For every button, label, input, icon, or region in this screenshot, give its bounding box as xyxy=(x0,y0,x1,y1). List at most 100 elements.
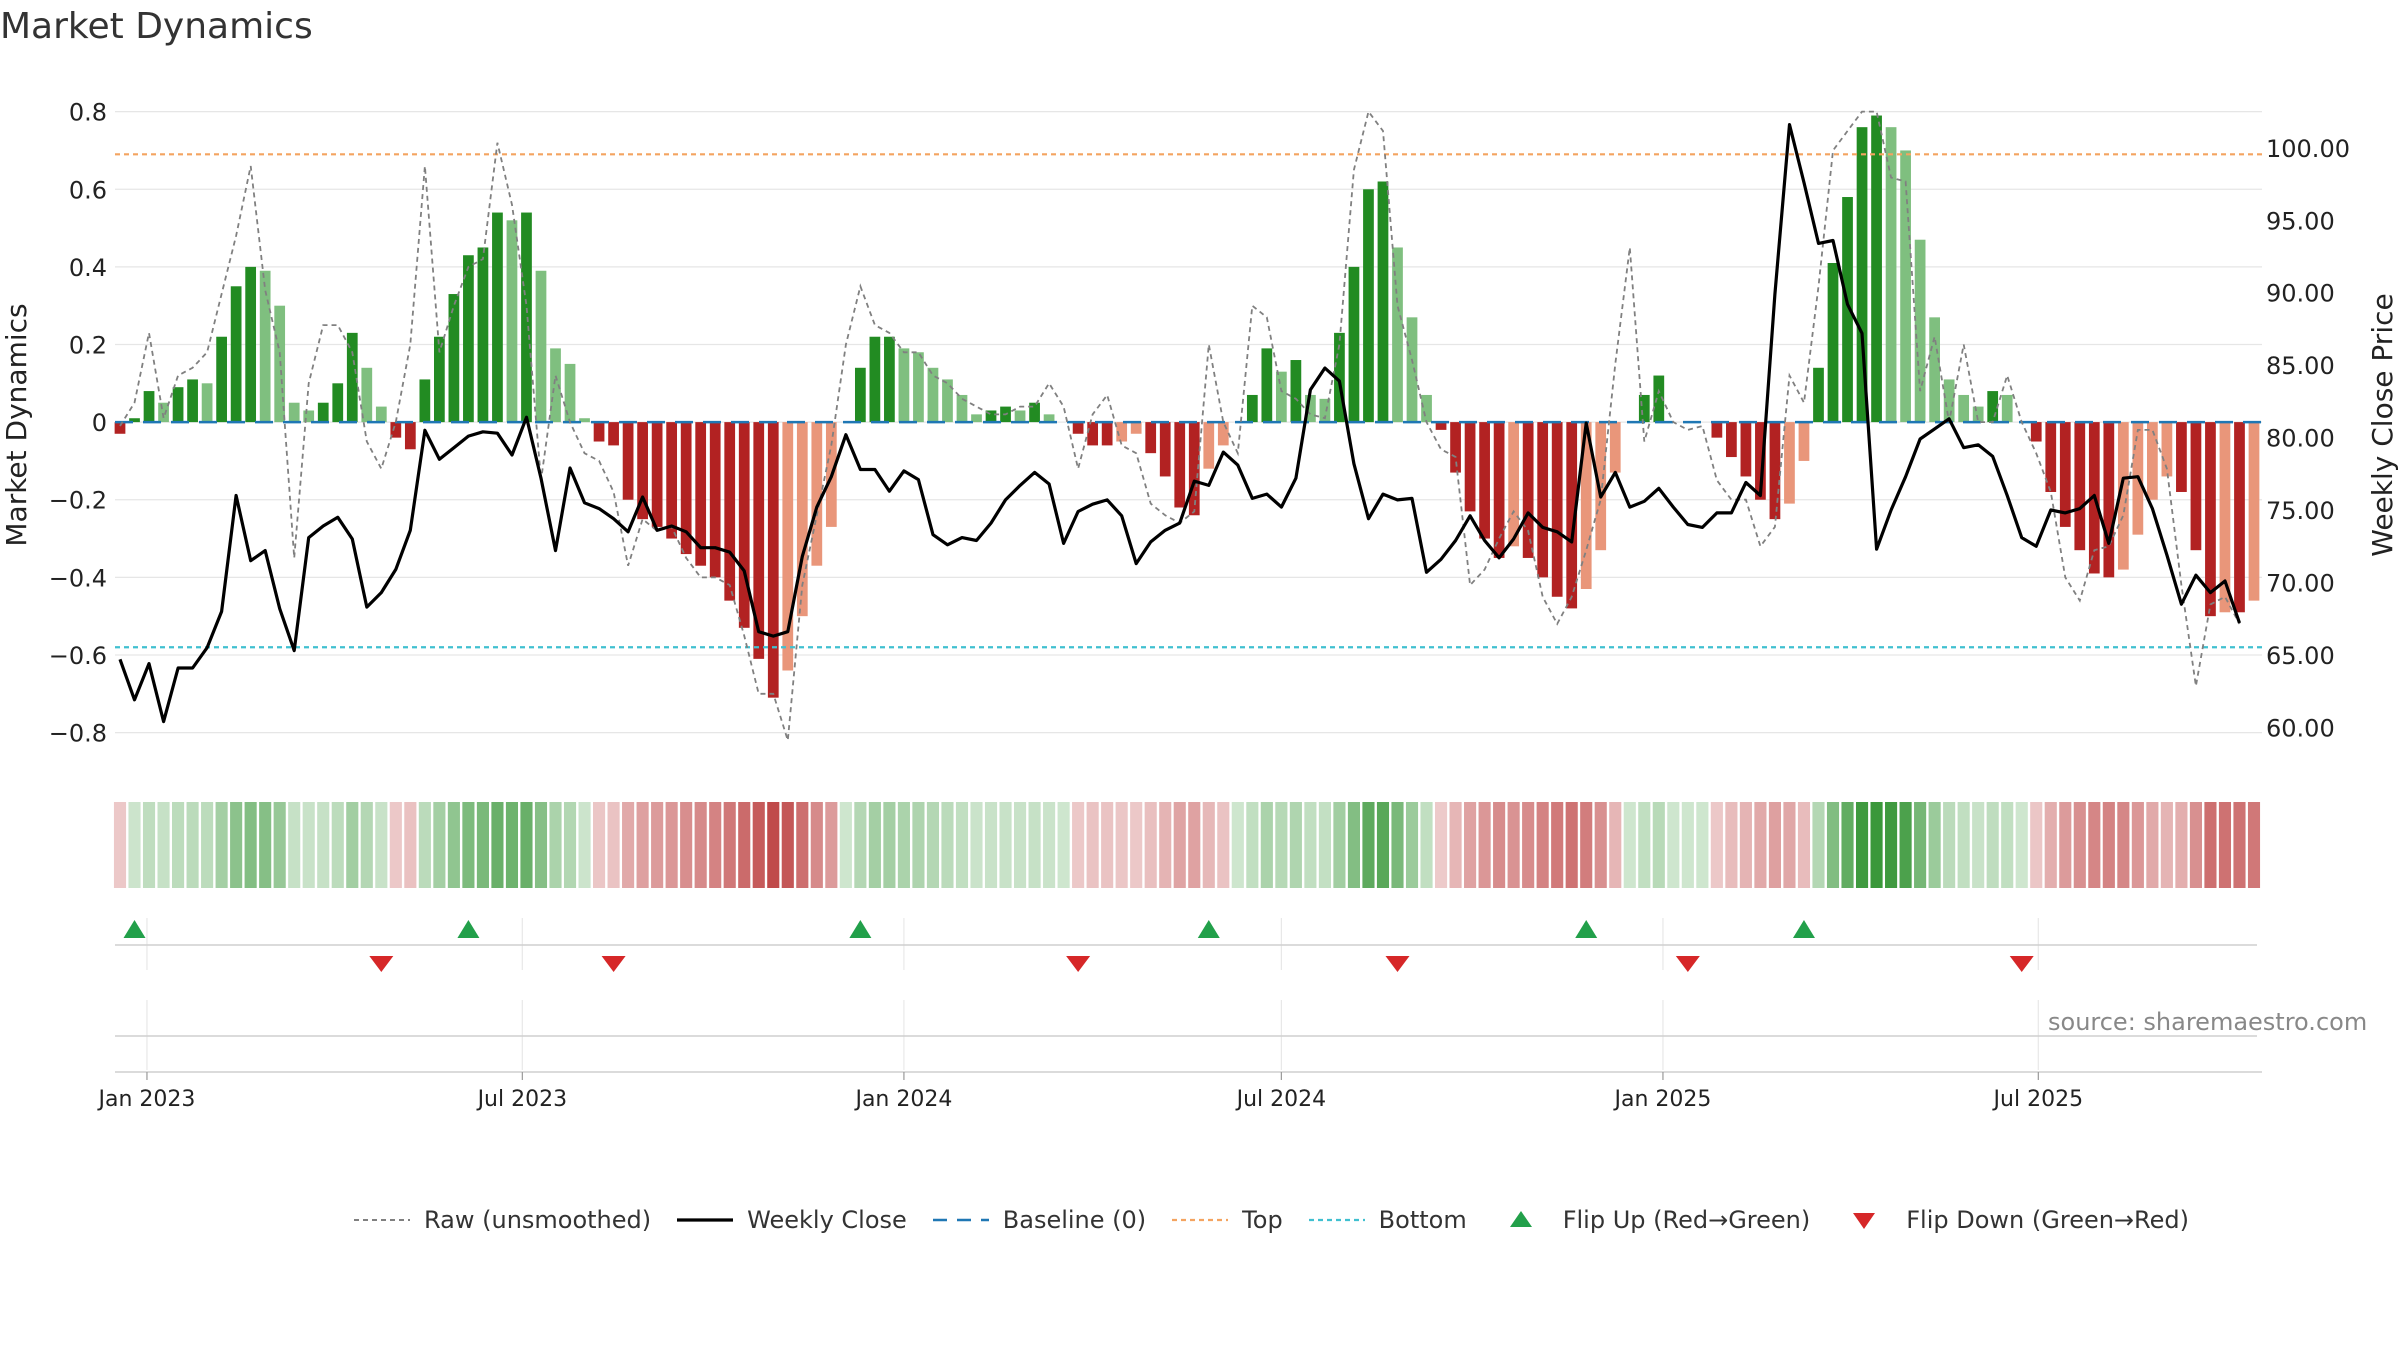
bar xyxy=(854,367,866,423)
flip-markers-panel xyxy=(115,918,2262,1073)
bar xyxy=(1653,375,1665,423)
bar xyxy=(811,422,823,566)
source-note: source: sharemaestro.com xyxy=(2048,1008,2368,1036)
regime-cell xyxy=(1522,802,1535,888)
bar xyxy=(869,336,881,423)
y2-tick-label: 90.00 xyxy=(2266,280,2335,308)
bar xyxy=(187,379,198,423)
bar xyxy=(1130,422,1142,434)
regime-cell xyxy=(607,802,620,888)
regime-cell xyxy=(680,802,693,888)
bar xyxy=(1798,422,1810,461)
regime-cell xyxy=(1231,802,1244,888)
regime-cell xyxy=(1376,802,1390,888)
y2-tick-label: 70.00 xyxy=(2266,569,2335,597)
regime-cell xyxy=(2001,802,2014,888)
bar xyxy=(419,379,431,423)
regime-cell xyxy=(1101,802,1114,888)
regime-cell xyxy=(1565,802,1578,888)
bar xyxy=(317,402,329,423)
regime-cell xyxy=(1652,802,1665,888)
bar xyxy=(2147,422,2158,500)
regime-cell xyxy=(142,802,156,888)
regime-cell xyxy=(476,802,489,888)
regime-cell xyxy=(1797,802,1811,888)
bar xyxy=(1275,371,1287,423)
regime-cell xyxy=(128,802,141,888)
bar xyxy=(593,422,605,442)
flip-down-marker xyxy=(601,956,626,972)
regime-cell xyxy=(1304,802,1317,888)
flip-down-marker xyxy=(1675,956,1700,972)
bar xyxy=(2205,422,2216,617)
bar xyxy=(637,422,648,520)
regime-cell xyxy=(1072,802,1085,888)
regime-cell xyxy=(520,802,533,888)
y2-tick-label: 100.00 xyxy=(2266,135,2350,163)
x-tick-label: Jan 2024 xyxy=(853,1087,952,1112)
regime-cell xyxy=(1013,802,1027,888)
bar xyxy=(782,422,794,671)
regime-cell xyxy=(1144,802,1157,888)
regime-cell xyxy=(302,802,315,888)
regime-cell xyxy=(157,802,170,888)
bar xyxy=(245,266,257,423)
bar xyxy=(129,418,140,423)
y-tick-label: 0.6 xyxy=(69,176,107,204)
y-tick-label: −0.8 xyxy=(49,720,107,748)
regime-cell xyxy=(1289,802,1302,888)
bar xyxy=(1726,422,1737,458)
regime-strip xyxy=(113,802,2261,888)
bar xyxy=(1217,422,1229,446)
x-axis: Jan 2023 Jul 2023 Jan 2024 Jul 2024 Jan 2025… xyxy=(97,1072,2084,1112)
regime-cell xyxy=(1391,802,1404,888)
bar xyxy=(738,422,750,628)
regime-cell xyxy=(1623,802,1636,888)
regime-cell xyxy=(825,802,838,888)
bar xyxy=(1566,422,1578,609)
regime-cell xyxy=(694,802,707,888)
regime-cell xyxy=(1725,802,1738,888)
regime-cell xyxy=(1972,802,1985,888)
regime-cell xyxy=(1115,802,1128,888)
bar xyxy=(1929,317,1940,423)
bar xyxy=(1246,394,1258,423)
bar xyxy=(1043,414,1055,423)
regime-cell xyxy=(1667,802,1680,888)
regime-cell xyxy=(1405,802,1419,888)
bar xyxy=(1363,189,1374,423)
bar xyxy=(375,406,387,423)
bar xyxy=(1609,422,1621,473)
regime-cell xyxy=(1885,802,1898,888)
y-tick-label: 0.2 xyxy=(69,332,107,360)
bar xyxy=(1580,422,1592,589)
lines xyxy=(115,109,2262,741)
regime-cell xyxy=(1202,802,1215,888)
bar xyxy=(622,422,634,500)
regime-cell xyxy=(752,802,765,888)
bar xyxy=(608,422,619,446)
legend-swatch xyxy=(1307,1205,1367,1235)
bar xyxy=(724,422,736,601)
regime-cell xyxy=(1028,802,1041,888)
bar xyxy=(956,394,968,423)
bar xyxy=(1305,394,1316,423)
bar xyxy=(1377,181,1389,423)
legend-item-top: Top xyxy=(1170,1205,1283,1235)
regime-cell xyxy=(1434,802,1448,888)
bar xyxy=(1827,263,1839,423)
legend-label: Baseline (0) xyxy=(1002,1206,1147,1234)
regime-cell xyxy=(1275,802,1288,888)
regime-cell xyxy=(1043,802,1056,888)
bar xyxy=(1014,410,1026,423)
legend-label: Weekly Close xyxy=(747,1206,907,1234)
regime-cell xyxy=(868,802,881,888)
regime-cell xyxy=(1841,802,1854,888)
regime-cell xyxy=(1159,802,1172,888)
regime-cell xyxy=(2030,802,2043,888)
x-tick-label: Jul 2025 xyxy=(1992,1087,2084,1112)
regime-cell xyxy=(1609,802,1622,888)
y2-axis-title: Weekly Close Price xyxy=(2366,293,2399,556)
regime-cell xyxy=(1362,802,1375,888)
bar xyxy=(1551,422,1563,597)
